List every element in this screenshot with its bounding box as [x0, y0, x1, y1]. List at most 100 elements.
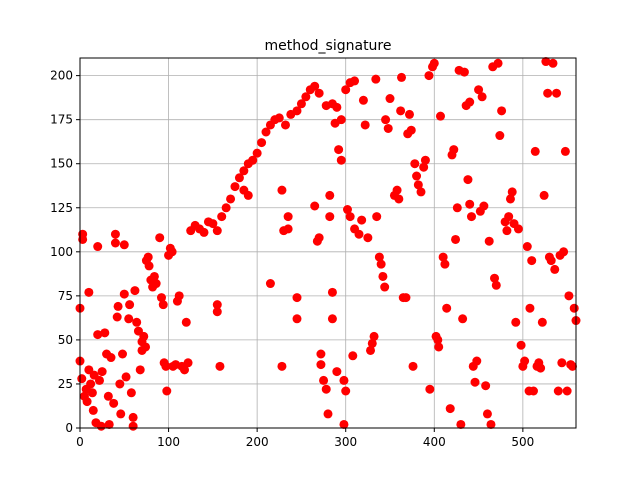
point: [425, 384, 435, 394]
point: [433, 335, 443, 345]
point: [296, 99, 306, 109]
point: [424, 71, 434, 81]
point: [314, 233, 324, 243]
x-tick-label: 300: [334, 435, 357, 449]
point: [452, 203, 462, 213]
point: [128, 412, 138, 422]
point: [141, 342, 151, 352]
point: [465, 97, 475, 107]
point: [277, 185, 287, 195]
point: [327, 287, 337, 297]
point: [283, 224, 293, 234]
point: [484, 236, 494, 246]
y-tick-label: 0: [65, 421, 73, 435]
point: [174, 291, 184, 301]
point: [113, 301, 123, 311]
point: [106, 353, 116, 363]
point: [115, 379, 125, 389]
point: [82, 397, 92, 407]
point: [371, 74, 381, 84]
point: [490, 273, 500, 283]
x-tick-label: 200: [246, 435, 269, 449]
point: [491, 280, 501, 290]
point: [553, 386, 563, 396]
point: [332, 367, 342, 377]
point: [110, 238, 120, 248]
point: [481, 381, 491, 391]
point: [562, 386, 572, 396]
point: [482, 409, 492, 419]
point: [325, 190, 335, 200]
x-tick-label: 100: [157, 435, 180, 449]
point: [77, 374, 87, 384]
point: [539, 190, 549, 200]
point: [345, 212, 355, 222]
x-tick-label: 400: [423, 435, 446, 449]
point: [336, 155, 346, 165]
point: [135, 365, 145, 375]
point: [466, 212, 476, 222]
point: [156, 293, 166, 303]
point: [416, 187, 426, 197]
point: [323, 409, 333, 419]
point: [369, 331, 379, 341]
point: [374, 252, 384, 262]
point: [226, 194, 236, 204]
point: [493, 58, 503, 68]
point: [497, 106, 507, 116]
point: [143, 252, 153, 262]
point: [124, 314, 134, 324]
point: [472, 356, 482, 366]
point: [325, 212, 335, 222]
point: [319, 375, 329, 385]
point: [543, 88, 553, 98]
point: [350, 76, 360, 86]
point: [109, 398, 119, 408]
point: [110, 229, 120, 239]
point: [252, 148, 262, 158]
point: [378, 271, 388, 281]
point: [316, 349, 326, 359]
point: [339, 419, 349, 429]
point: [381, 115, 391, 125]
plot-frame: [79, 57, 577, 429]
point: [449, 145, 459, 155]
point: [530, 146, 540, 156]
point: [132, 317, 142, 327]
point: [525, 303, 535, 313]
point: [406, 125, 416, 135]
point: [456, 419, 466, 429]
point: [502, 226, 512, 236]
point: [495, 131, 505, 141]
point: [144, 261, 154, 271]
point: [477, 92, 487, 102]
point: [465, 199, 475, 209]
point: [208, 219, 218, 229]
point: [397, 72, 407, 82]
point: [149, 271, 159, 281]
point: [280, 120, 290, 130]
y-tick-label: 200: [50, 69, 73, 83]
point: [564, 291, 574, 301]
point: [212, 226, 222, 236]
point: [125, 300, 135, 310]
point: [341, 85, 351, 95]
point: [537, 317, 547, 327]
point: [265, 279, 275, 289]
point: [167, 247, 177, 257]
point: [158, 300, 168, 310]
point: [435, 111, 445, 121]
point: [119, 240, 129, 250]
point: [215, 361, 225, 371]
point: [93, 330, 103, 340]
point: [277, 361, 287, 371]
point: [505, 194, 515, 204]
point: [557, 358, 567, 368]
point: [560, 146, 570, 156]
point: [385, 94, 395, 104]
point: [310, 81, 320, 91]
point: [274, 113, 284, 123]
point: [419, 162, 429, 172]
point: [97, 367, 107, 377]
